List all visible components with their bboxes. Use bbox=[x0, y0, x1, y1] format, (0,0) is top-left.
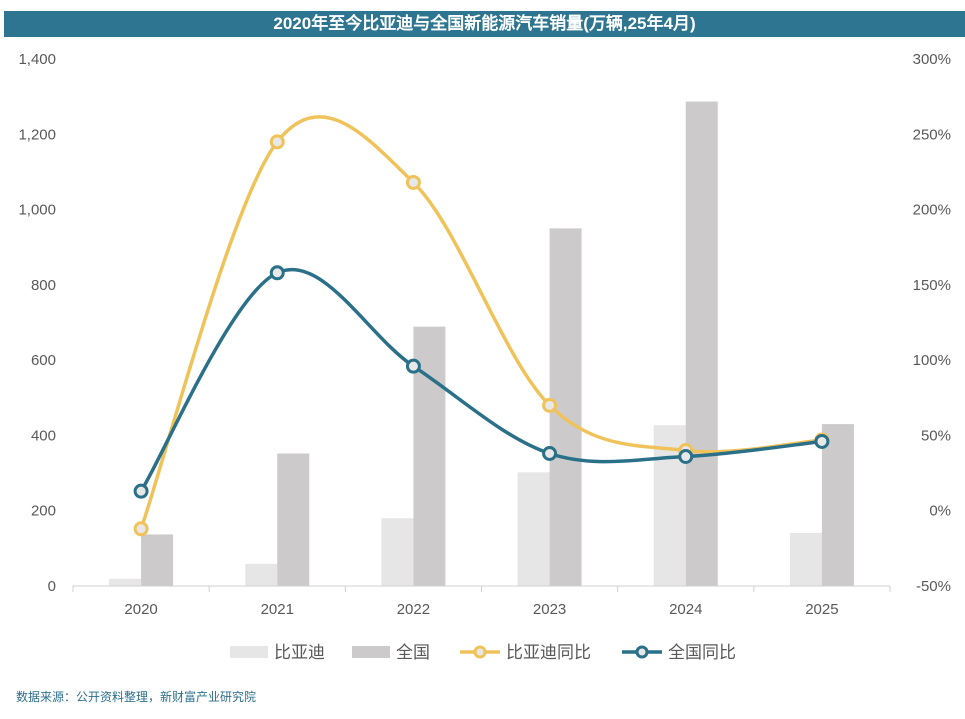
y-right-tick-label: 50% bbox=[921, 427, 951, 444]
y-left-tick-label: 600 bbox=[31, 352, 56, 369]
x-tick-label: 2024 bbox=[669, 601, 702, 618]
x-tick-label: 2020 bbox=[124, 601, 157, 618]
y-left-tick-label: 200 bbox=[31, 503, 56, 520]
legend-swatch-national bbox=[352, 646, 390, 658]
point-national-yoy-2023 bbox=[542, 445, 558, 461]
bar-national-2024 bbox=[685, 101, 718, 586]
bar-byd-2025 bbox=[789, 532, 822, 586]
bar-national-2021 bbox=[277, 453, 310, 586]
legend-label-byd-yoy: 比亚迪同比 bbox=[506, 643, 591, 662]
legend-marker-national-yoy bbox=[635, 645, 649, 659]
bar-byd-2020 bbox=[109, 578, 142, 586]
y-left-tick-label: 800 bbox=[31, 277, 56, 294]
source-note: 数据来源：公开资料整理，新财富产业研究院 bbox=[16, 690, 257, 704]
legend-label-national: 全国 bbox=[396, 643, 430, 662]
y-right-tick-label: 300% bbox=[913, 51, 951, 68]
y-right-tick-label: 100% bbox=[913, 352, 951, 369]
y-left-tick-label: 400 bbox=[31, 427, 56, 444]
legend-label-byd: 比亚迪 bbox=[274, 643, 325, 662]
chart-title: 2020年至今比亚迪与全国新能源汽车销量(万辆,25年4月) bbox=[4, 11, 965, 37]
y-right-tick-label: 150% bbox=[913, 277, 951, 294]
bar-national-2020 bbox=[141, 534, 174, 586]
y-left-tick-label: 1,000 bbox=[18, 202, 56, 219]
x-tick-label: 2023 bbox=[533, 601, 566, 618]
legend-label-national-yoy: 全国同比 bbox=[668, 643, 736, 662]
legend-marker-byd-yoy bbox=[473, 645, 487, 659]
y-right-tick-label: 200% bbox=[913, 202, 951, 219]
x-tick-label: 2021 bbox=[261, 601, 294, 618]
point-national-yoy-2025 bbox=[814, 433, 830, 449]
y-right-tick-label: -50% bbox=[916, 578, 951, 595]
point-national-yoy-2021 bbox=[269, 265, 285, 281]
point-national-yoy-2024 bbox=[678, 449, 694, 465]
point-national-yoy-2020 bbox=[133, 483, 149, 499]
point-byd-yoy-2023 bbox=[542, 397, 558, 413]
point-byd-yoy-2022 bbox=[405, 174, 421, 190]
point-national-yoy-2022 bbox=[405, 358, 421, 374]
y-right-tick-label: 0% bbox=[929, 503, 951, 520]
x-tick-label: 2022 bbox=[397, 601, 430, 618]
y-left-tick-label: 1,200 bbox=[18, 126, 56, 143]
bar-byd-2023 bbox=[517, 472, 550, 586]
line-byd-yoy bbox=[139, 115, 823, 530]
y-right-tick-label: 250% bbox=[913, 126, 951, 143]
point-byd-yoy-2020 bbox=[133, 521, 149, 537]
bar-national-2025 bbox=[821, 424, 854, 586]
point-byd-yoy-2021 bbox=[269, 134, 285, 150]
y-left-tick-label: 1,400 bbox=[18, 51, 56, 68]
bar-byd-2022 bbox=[381, 518, 414, 586]
bar-byd-2021 bbox=[245, 563, 278, 586]
x-tick-label: 2025 bbox=[805, 601, 838, 618]
y-left-tick-label: 0 bbox=[48, 578, 56, 595]
line-national-yoy bbox=[139, 267, 823, 493]
legend-swatch-byd bbox=[230, 646, 268, 658]
